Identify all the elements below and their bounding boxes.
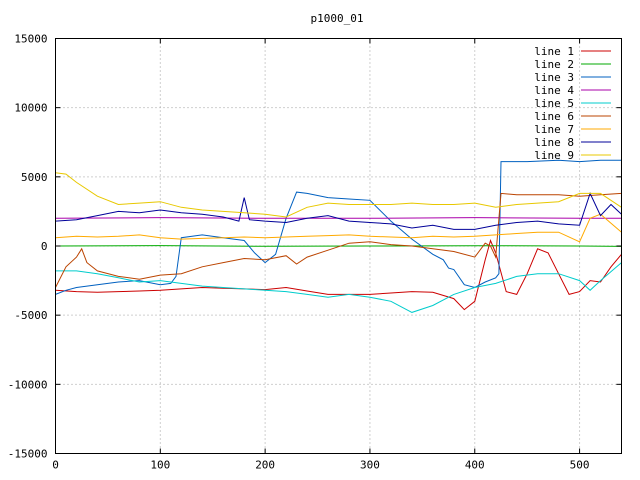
y-tick-label: -10000	[8, 378, 48, 391]
series-line-5	[55, 262, 622, 313]
series-line-3	[55, 159, 622, 295]
chart-title: p1000_01	[311, 12, 364, 25]
legend-label: line 6	[534, 110, 574, 123]
legend-label: line 2	[534, 58, 574, 71]
legend-label: line 8	[534, 136, 574, 149]
y-tick-label: 5000	[21, 171, 48, 184]
y-tick-label: 15000	[14, 33, 47, 46]
x-tick-label: 400	[465, 459, 485, 472]
legend-label: line 4	[534, 84, 574, 97]
y-tick-label: 0	[41, 240, 48, 253]
series-line-9	[55, 172, 622, 218]
y-tick-label: -5000	[14, 309, 47, 322]
axes: 0 100 200 300 400 500 -15000 -10000 -5000 0 5000 10…	[8, 33, 622, 472]
series-line-1	[55, 238, 622, 311]
series-line-6	[55, 192, 622, 288]
x-tick-label: 300	[360, 459, 380, 472]
x-tick-label: 0	[52, 459, 59, 472]
y-tick-label: -15000	[8, 448, 48, 461]
series-line-7	[55, 213, 622, 243]
series-line-4	[55, 217, 622, 219]
x-tick-label: 100	[150, 459, 170, 472]
y-tick-label: 10000	[14, 102, 47, 115]
legend-label: line 1	[534, 45, 574, 58]
series-lines	[55, 159, 622, 313]
x-tick-label: 500	[570, 459, 590, 472]
series-line-8	[55, 192, 622, 230]
x-tick-label: 200	[255, 459, 275, 472]
series-line-2	[55, 245, 622, 247]
legend-label: line 5	[534, 97, 574, 110]
legend-label: line 7	[534, 123, 574, 136]
legend-label: line 9	[534, 149, 574, 162]
legend-label: line 3	[534, 71, 574, 84]
